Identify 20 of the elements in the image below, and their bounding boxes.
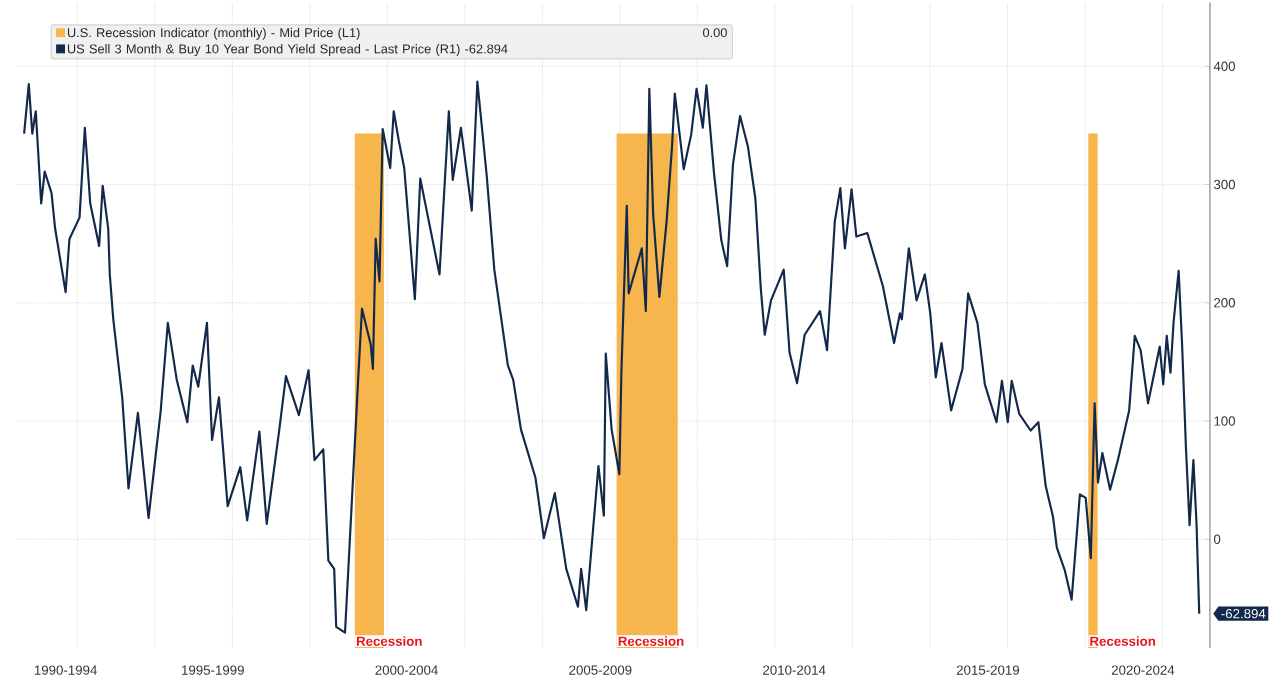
line-series <box>23 80 1201 634</box>
x-tick-label: 1990-1994 <box>34 665 97 675</box>
y-tick-label: 0 <box>1213 534 1221 544</box>
y-tick-label: 300 <box>1213 179 1236 190</box>
y-tick-label: 400 <box>1213 61 1236 71</box>
band-label: Recession <box>618 636 684 646</box>
x-tick-label: 2000-2004 <box>375 665 438 675</box>
annotation: U.S. Recession Indicator (monthly) - Mid Price (L1) <box>67 27 360 40</box>
annotation: 0.00 <box>703 28 727 38</box>
x-tick-label: 2005-2009 <box>569 665 632 675</box>
x-tick-label: 2010-2014 <box>763 665 826 675</box>
y-tick-label: 100 <box>1214 416 1236 426</box>
band-label: Recession <box>1090 636 1156 646</box>
x-tick-label: 1995-1999 <box>182 665 244 675</box>
annotation: -62.894 <box>1221 608 1266 619</box>
legend-label: US Sell 3 Month & Buy 10 Year Bond Yield Spread - Last Price (R1) -62.894 <box>67 44 508 56</box>
y-tick-label: 200 <box>1214 298 1236 308</box>
x-tick-label: 2020-2024 <box>1111 665 1175 675</box>
band-label: Recession <box>356 636 422 646</box>
x-tick-label: 2015-2019 <box>956 665 1020 675</box>
